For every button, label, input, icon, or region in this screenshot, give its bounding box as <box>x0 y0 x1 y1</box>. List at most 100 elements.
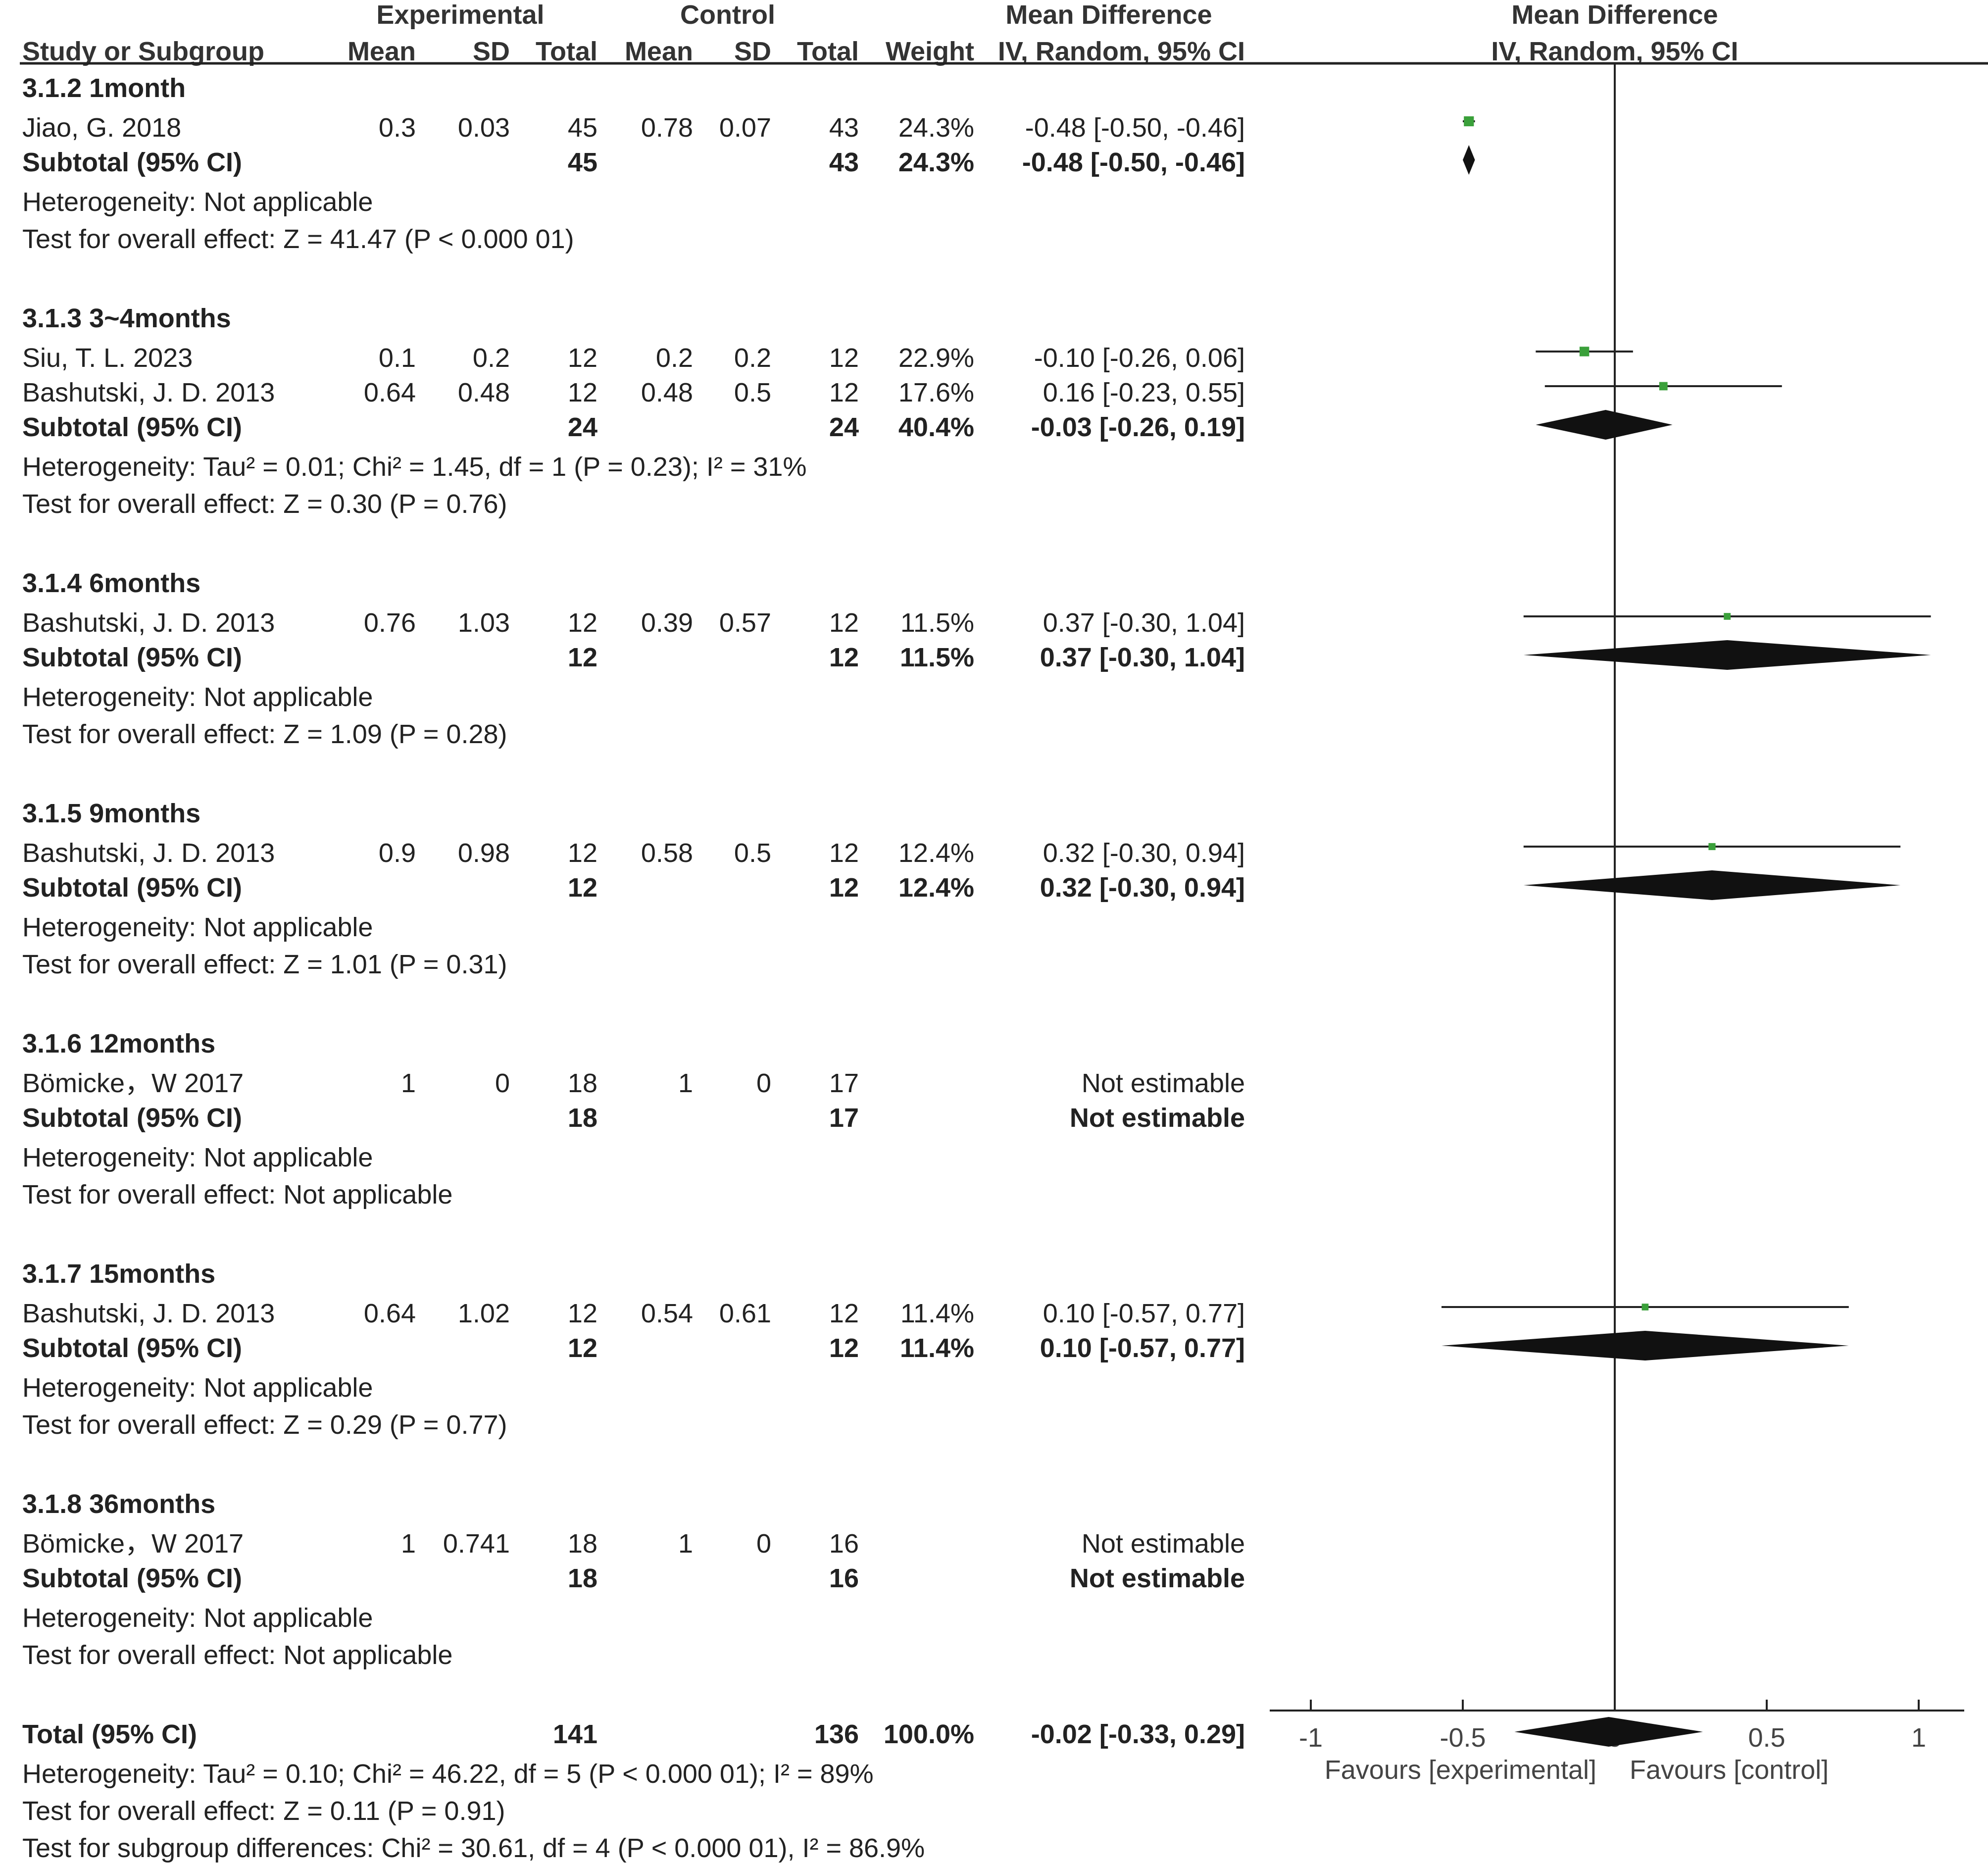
overall-effect-text: Test for overall effect: Z = 1.09 (P = 0… <box>22 719 507 749</box>
study-row-weight: 12.4% <box>898 838 974 868</box>
total-row-c-total: 136 <box>814 1719 859 1749</box>
study-row-e-sd: 0.741 <box>443 1529 510 1559</box>
subtotal-row-name: Subtotal (95% CI) <box>22 412 243 442</box>
study-row-c-total: 12 <box>829 343 859 373</box>
study-marker <box>1724 613 1731 620</box>
subtotal-diamond <box>1523 640 1931 670</box>
header-col-e_total: Total <box>536 37 597 66</box>
study-row-c-total: 12 <box>829 608 859 638</box>
study-row-weight: 22.9% <box>898 343 974 373</box>
subtotal-diamond <box>1523 870 1901 900</box>
study-row-e-total: 12 <box>567 343 597 373</box>
study-row-c-sd: 0.5 <box>734 838 771 868</box>
subtotal-row-weight: 11.5% <box>899 643 974 672</box>
study-row-name: Bashutski, J. D. 2013 <box>22 608 275 638</box>
study-row-c-mean: 0.78 <box>641 113 693 143</box>
study-row-e-mean: 0.9 <box>378 838 416 868</box>
subtotal-row-name: Subtotal (95% CI) <box>22 643 243 672</box>
study-row-name: Jiao, G. 2018 <box>22 113 182 143</box>
study-row-e-mean: 0.3 <box>378 113 416 143</box>
subgroup-title: 3.1.5 9months <box>22 799 201 828</box>
subgroup-title: 3.1.4 6months <box>22 568 201 598</box>
study-row-e-total: 45 <box>567 113 597 143</box>
subtotal-row-c-total: 24 <box>829 412 859 442</box>
header-plot-title: Mean Difference <box>1511 0 1718 30</box>
study-row-e-mean: 1 <box>400 1529 416 1559</box>
header-col-ci: IV, Random, 95% CI <box>997 37 1245 66</box>
subtotal-row-ci: Not estimable <box>1069 1563 1245 1593</box>
study-row-c-sd: 0 <box>756 1068 771 1098</box>
study-row-e-sd: 1.03 <box>457 608 510 638</box>
total-row-weight: 100.0% <box>883 1719 974 1749</box>
header-col-weight: Weight <box>886 37 974 66</box>
total-row-name: Total (95% CI) <box>22 1719 198 1749</box>
study-row-name: Siu, T. L. 2023 <box>22 343 193 373</box>
favours-right-label: Favours [control] <box>1630 1755 1829 1785</box>
study-row-e-mean: 0.64 <box>363 378 416 407</box>
study-row-c-sd: 0.57 <box>719 608 771 638</box>
subtotal-row-c-total: 12 <box>829 1333 859 1363</box>
study-row-ci: 0.37 [-0.30, 1.04] <box>1043 608 1245 638</box>
heterogeneity-text: Heterogeneity: Not applicable <box>22 1143 373 1172</box>
subtotal-row-e-total: 12 <box>567 1333 597 1363</box>
study-row-e-mean: 0.1 <box>378 343 416 373</box>
subtotal-row-name: Subtotal (95% CI) <box>22 1103 243 1133</box>
study-row-c-mean: 0.2 <box>655 343 693 373</box>
subtotal-row-e-total: 12 <box>567 643 597 672</box>
subtotal-row-weight: 40.4% <box>898 412 974 442</box>
subtotal-row-e-total: 18 <box>567 1103 597 1133</box>
study-row-ci: 0.16 [-0.23, 0.55] <box>1043 378 1245 407</box>
study-row-name: Bömicke，W 2017 <box>22 1068 244 1098</box>
subtotal-row-name: Subtotal (95% CI) <box>22 873 243 903</box>
subtotal-row-e-total: 18 <box>567 1563 597 1593</box>
study-row-e-sd: 0 <box>495 1068 510 1098</box>
study-row-e-total: 18 <box>567 1068 597 1098</box>
subtotal-row-c-total: 43 <box>829 148 859 177</box>
subtotal-row-e-total: 12 <box>567 873 597 903</box>
subgroup-title: 3.1.8 36months <box>22 1489 216 1519</box>
study-row-e-sd: 0.2 <box>472 343 510 373</box>
subtotal-row-ci: 0.32 [-0.30, 0.94] <box>1040 873 1245 903</box>
subtotal-row-name: Subtotal (95% CI) <box>22 148 243 177</box>
total-heterogeneity-text: Heterogeneity: Tau² = 0.10; Chi² = 46.22… <box>22 1759 874 1789</box>
x-tick-label: 1 <box>1911 1723 1927 1753</box>
subtotal-row-name: Subtotal (95% CI) <box>22 1563 243 1593</box>
subgroup-title: 3.1.6 12months <box>22 1029 216 1058</box>
overall-effect-text: Test for overall effect: Z = 1.01 (P = 0… <box>22 950 507 979</box>
subtotal-row-weight: 11.4% <box>899 1333 974 1363</box>
header-col-study: Study or Subgroup <box>22 37 264 66</box>
study-marker <box>1659 382 1668 391</box>
study-row-e-mean: 0.76 <box>363 608 416 638</box>
study-row-e-total: 12 <box>567 378 597 407</box>
study-row-e-total: 12 <box>567 608 597 638</box>
subtotal-row-weight: 12.4% <box>898 873 974 903</box>
subtotal-diamond <box>1463 145 1475 175</box>
study-row-c-mean: 0.54 <box>641 1299 693 1328</box>
study-row-weight: 24.3% <box>898 113 974 143</box>
subtotal-diamond <box>1441 1331 1849 1360</box>
study-row-weight: 11.5% <box>900 608 974 638</box>
study-row-e-total: 12 <box>567 1299 597 1328</box>
study-row-e-mean: 1 <box>400 1068 416 1098</box>
study-row-c-total: 12 <box>829 838 859 868</box>
subgroup-title: 3.1.2 1month <box>22 73 186 103</box>
subtotal-row-ci: Not estimable <box>1069 1103 1245 1133</box>
overall-effect-text: Test for overall effect: Not applicable <box>22 1640 453 1670</box>
header-col-c_total: Total <box>797 37 859 66</box>
study-row-ci: Not estimable <box>1081 1068 1245 1098</box>
forest-plot <box>20 62 1988 1747</box>
study-row-c-mean: 0.39 <box>641 608 693 638</box>
heterogeneity-text: Heterogeneity: Not applicable <box>22 912 373 942</box>
heterogeneity-text: Heterogeneity: Not applicable <box>22 1373 373 1403</box>
study-row-c-sd: 0 <box>756 1529 771 1559</box>
study-row-e-sd: 0.03 <box>457 113 510 143</box>
study-row-c-sd: 0.5 <box>734 378 771 407</box>
subtotal-row-c-total: 16 <box>829 1563 859 1593</box>
study-row-name: Bömicke，W 2017 <box>22 1529 244 1559</box>
overall-effect-text: Test for overall effect: Z = 0.29 (P = 0… <box>22 1410 507 1440</box>
overall-effect-text: Test for overall effect: Z = 41.47 (P < … <box>22 224 574 254</box>
study-row-e-total: 18 <box>567 1529 597 1559</box>
study-row-name: Bashutski, J. D. 2013 <box>22 378 275 407</box>
subtotal-row-c-total: 12 <box>829 643 859 672</box>
study-row-weight: 17.6% <box>898 378 974 407</box>
